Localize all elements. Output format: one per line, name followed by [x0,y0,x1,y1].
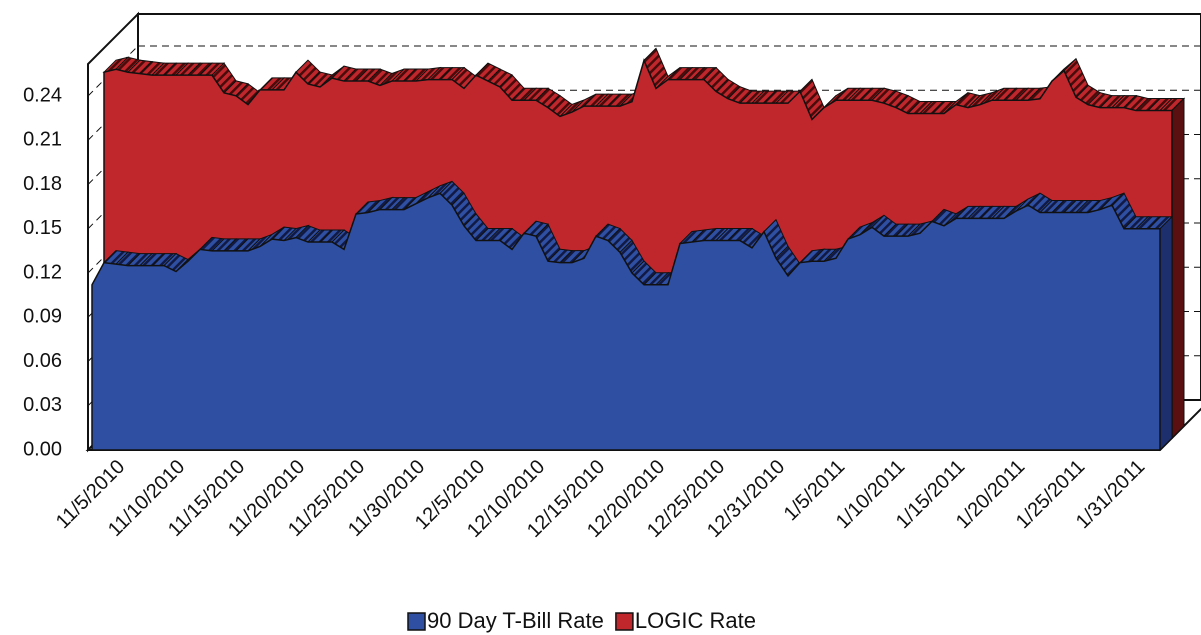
area-side [1171,97,1185,440]
y-tick-label: 0.06 [23,350,62,372]
y-tick-label: 0.00 [23,438,62,460]
area [91,192,1161,451]
y-tick-label: 0.09 [23,306,62,328]
y-tick-label: 0.24 [23,84,62,106]
y-tick-label: 0.15 [23,217,62,239]
legend-label: 90 Day T-Bill Rate [427,608,604,633]
area-side [1159,215,1173,452]
y-tick-label: 0.18 [23,173,62,195]
legend-label: LOGIC Rate [635,608,756,633]
legend-swatch [407,612,426,631]
y-tick-label: 0.12 [23,261,62,283]
y-tick-label: 0.21 [23,129,62,151]
y-tick-label: 0.03 [23,394,62,416]
legend-swatch [615,612,634,631]
